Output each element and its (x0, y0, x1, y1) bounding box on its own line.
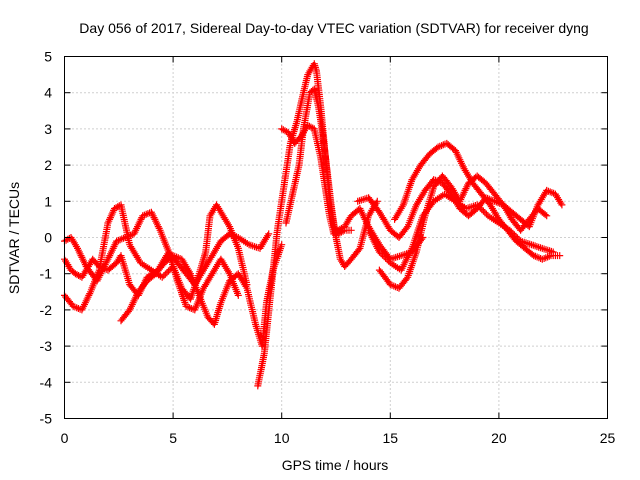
axis-ticks (64, 56, 608, 419)
data-point-markers (391, 139, 564, 263)
x-tick-label: 15 (383, 430, 399, 446)
y-tick-label: -4 (40, 374, 53, 390)
data-point-markers (278, 121, 427, 263)
x-tick-labels: 0 5 10 15 20 25 (61, 430, 616, 446)
x-axis-label: GPS time / hours (282, 457, 389, 473)
x-tick-label: 10 (274, 430, 290, 446)
y-tick-label: 2 (44, 157, 52, 173)
data-marks (61, 60, 566, 390)
y-axis-label: SDTVAR / TECUs (6, 182, 22, 294)
y-tick-label: -2 (40, 302, 53, 318)
x-tick-label: 0 (61, 430, 69, 446)
x-tick-label: 20 (491, 430, 507, 446)
y-tick-label: 3 (44, 121, 52, 137)
chart-title: Day 056 of 2017, Sidereal Day-to-day VTE… (79, 20, 588, 36)
y-tick-label: -5 (40, 411, 53, 427)
x-tick-label: 25 (600, 430, 616, 446)
y-tick-labels: -5 -4 -3 -2 -1 0 1 2 3 4 5 (40, 49, 53, 427)
y-tick-label: -1 (40, 266, 53, 282)
data-point-markers (354, 176, 551, 241)
series-track-4 (117, 241, 286, 350)
y-tick-label: 0 (44, 230, 52, 246)
series-track-7 (278, 121, 427, 263)
data-point-markers (375, 172, 566, 292)
series-track-10 (375, 172, 566, 292)
y-tick-label: 5 (44, 49, 52, 65)
series-track-9 (391, 139, 564, 263)
y-tick-label: -3 (40, 338, 53, 354)
y-tick-label: 4 (44, 85, 52, 101)
y-tick-label: 1 (44, 193, 52, 209)
x-tick-label: 5 (169, 430, 177, 446)
series-track-11 (354, 176, 551, 241)
data-point-markers (117, 241, 286, 350)
